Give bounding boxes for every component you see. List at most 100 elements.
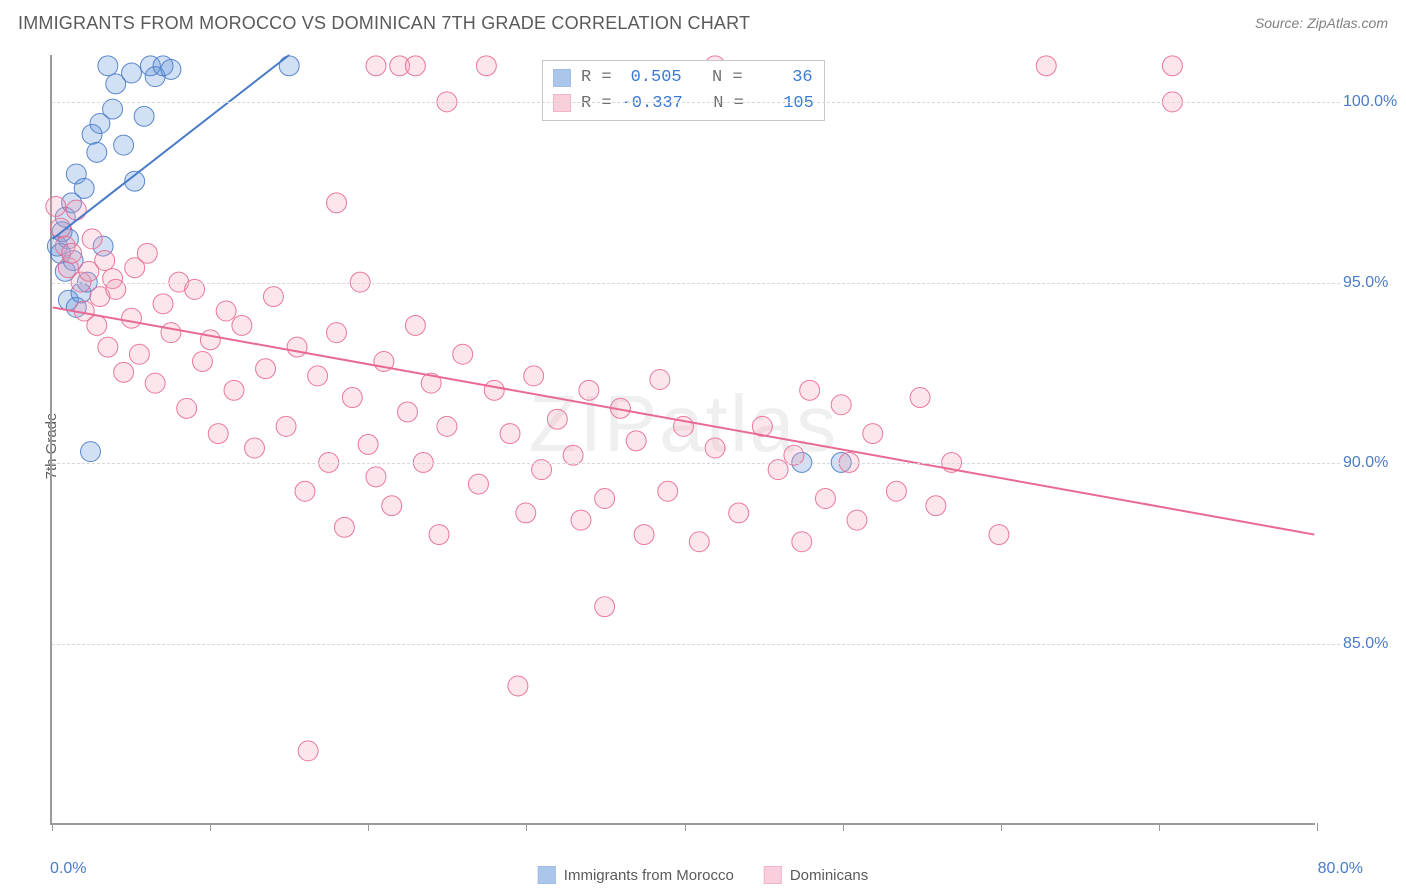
data-point bbox=[989, 525, 1009, 545]
n-label: N = bbox=[693, 91, 744, 117]
data-point bbox=[547, 409, 567, 429]
x-tick bbox=[843, 823, 844, 831]
data-point bbox=[800, 380, 820, 400]
data-point bbox=[413, 452, 433, 472]
data-point bbox=[437, 416, 457, 436]
data-point bbox=[137, 243, 157, 263]
chart-container: IMMIGRANTS FROM MOROCCO VS DOMINICAN 7TH… bbox=[0, 0, 1406, 892]
data-point bbox=[595, 489, 615, 509]
x-tick bbox=[685, 823, 686, 831]
r-value: 0.505 bbox=[622, 65, 682, 91]
data-point bbox=[245, 438, 265, 458]
n-value: 105 bbox=[754, 91, 814, 117]
data-point bbox=[689, 532, 709, 552]
data-point bbox=[429, 525, 449, 545]
data-point bbox=[153, 294, 173, 314]
data-point bbox=[192, 352, 212, 372]
data-point bbox=[62, 243, 82, 263]
correlation-legend-row: R = 0.505 N = 36 bbox=[553, 65, 814, 91]
legend-item: Immigrants from Morocco bbox=[538, 866, 734, 884]
legend-swatch bbox=[538, 866, 556, 884]
data-point bbox=[122, 63, 142, 83]
data-point bbox=[405, 315, 425, 335]
r-value: -0.337 bbox=[622, 91, 683, 117]
data-point bbox=[382, 496, 402, 516]
data-point bbox=[579, 380, 599, 400]
data-point bbox=[516, 503, 536, 523]
data-point bbox=[1162, 56, 1182, 76]
y-tick-label: 100.0% bbox=[1343, 93, 1403, 111]
data-point bbox=[815, 489, 835, 509]
gridline bbox=[52, 102, 1340, 103]
data-point bbox=[114, 135, 134, 155]
data-point bbox=[129, 344, 149, 364]
data-point bbox=[114, 362, 134, 382]
data-point bbox=[216, 301, 236, 321]
n-value: 36 bbox=[753, 65, 813, 91]
x-tick bbox=[210, 823, 211, 831]
legend-label: Immigrants from Morocco bbox=[564, 867, 734, 884]
data-point bbox=[650, 370, 670, 390]
data-point bbox=[366, 467, 386, 487]
data-point bbox=[66, 200, 86, 220]
data-point bbox=[319, 452, 339, 472]
x-tick bbox=[526, 823, 527, 831]
gridline bbox=[52, 283, 1340, 284]
data-point bbox=[279, 56, 299, 76]
data-point bbox=[46, 196, 66, 216]
data-point bbox=[863, 424, 883, 444]
data-point bbox=[134, 106, 154, 126]
legend-swatch bbox=[764, 866, 782, 884]
data-point bbox=[122, 308, 142, 328]
legend-swatch bbox=[553, 94, 571, 112]
data-point bbox=[327, 323, 347, 343]
data-point bbox=[208, 424, 228, 444]
data-point bbox=[792, 532, 812, 552]
legend-swatch bbox=[553, 69, 571, 87]
data-point bbox=[232, 315, 252, 335]
data-point bbox=[886, 481, 906, 501]
y-tick-label: 85.0% bbox=[1343, 635, 1403, 653]
data-point bbox=[98, 337, 118, 357]
data-point bbox=[405, 56, 425, 76]
data-point bbox=[508, 676, 528, 696]
correlation-legend: R = 0.505 N = 36 R = -0.337 N = 105 bbox=[542, 60, 825, 121]
data-point bbox=[524, 366, 544, 386]
data-point bbox=[298, 741, 318, 761]
data-point bbox=[95, 251, 115, 271]
data-point bbox=[177, 398, 197, 418]
data-point bbox=[1036, 56, 1056, 76]
y-tick-label: 90.0% bbox=[1343, 454, 1403, 472]
chart-svg bbox=[52, 55, 1315, 823]
data-point bbox=[484, 380, 504, 400]
data-point bbox=[705, 438, 725, 458]
data-point bbox=[839, 452, 859, 472]
data-point bbox=[847, 510, 867, 530]
data-point bbox=[358, 434, 378, 454]
plot-area: ZIPatlas R = 0.505 N = 36 R = -0.337 N =… bbox=[50, 55, 1315, 825]
x-min-label: 0.0% bbox=[50, 860, 86, 878]
data-point bbox=[263, 287, 283, 307]
data-point bbox=[926, 496, 946, 516]
data-point bbox=[658, 481, 678, 501]
correlation-legend-row: R = -0.337 N = 105 bbox=[553, 91, 814, 117]
data-point bbox=[729, 503, 749, 523]
data-point bbox=[476, 56, 496, 76]
data-point bbox=[366, 56, 386, 76]
data-point bbox=[784, 445, 804, 465]
y-tick-label: 95.0% bbox=[1343, 274, 1403, 292]
data-point bbox=[327, 193, 347, 213]
data-point bbox=[500, 424, 520, 444]
legend-label: Dominicans bbox=[790, 867, 868, 884]
x-tick bbox=[368, 823, 369, 831]
data-point bbox=[626, 431, 646, 451]
x-max-label: 80.0% bbox=[1318, 860, 1363, 878]
x-tick bbox=[52, 823, 53, 831]
data-point bbox=[634, 525, 654, 545]
data-point bbox=[334, 517, 354, 537]
r-label: R = bbox=[581, 65, 612, 91]
x-tick bbox=[1001, 823, 1002, 831]
data-point bbox=[224, 380, 244, 400]
source-label: Source: ZipAtlas.com bbox=[1255, 15, 1388, 31]
data-point bbox=[910, 388, 930, 408]
